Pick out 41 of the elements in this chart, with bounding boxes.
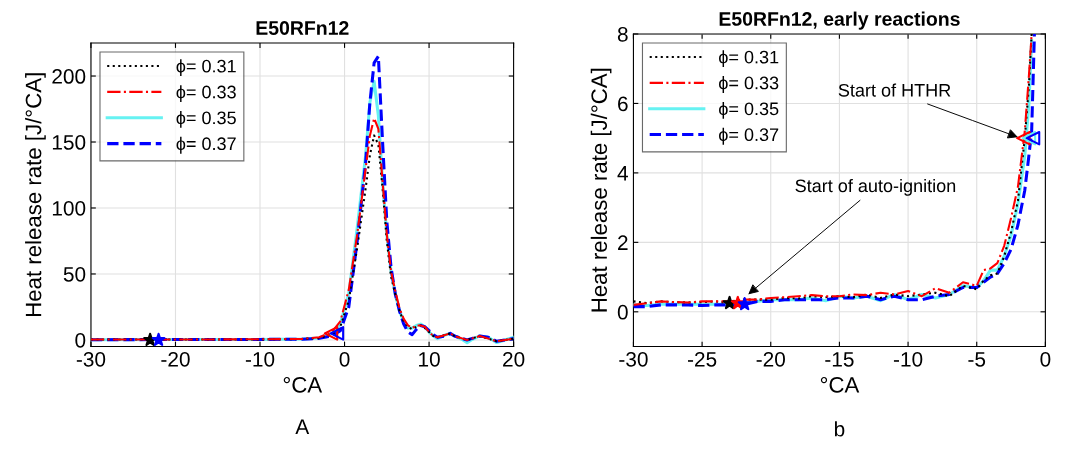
y-tick-label: 6 bbox=[618, 96, 628, 112]
legend-label: ϕ= 0.37 bbox=[719, 127, 779, 145]
x-tick-label: 20 bbox=[503, 351, 525, 367]
legend-label: ϕ= 0.35 bbox=[719, 101, 779, 119]
y-tick-label: 8 bbox=[617, 26, 628, 42]
x-tick-label: -30 bbox=[619, 351, 648, 367]
annotation: Start of HTHR bbox=[838, 83, 951, 97]
y-axis-title: Heat release rate [J/°CA] bbox=[25, 73, 46, 316]
y-tick-label: 50 bbox=[63, 266, 86, 282]
x-tick-label: -10 bbox=[893, 351, 923, 367]
x-tick-label: -20 bbox=[756, 351, 785, 367]
chart-title: E50RFn12, early reactions bbox=[719, 11, 960, 30]
legend-label: ϕ= 0.31 bbox=[176, 59, 236, 77]
y-tick-label: 100 bbox=[52, 200, 86, 216]
x-tick-label: -15 bbox=[825, 352, 854, 367]
x-tick-label: -30 bbox=[76, 351, 106, 367]
y-axis-title: Heat release rate [J/°CA] bbox=[590, 68, 612, 312]
legend-label: ϕ= 0.33 bbox=[176, 85, 236, 102]
text: b bbox=[834, 421, 845, 437]
x-tick-label: -10 bbox=[245, 351, 275, 367]
text: A bbox=[295, 419, 310, 434]
annotation: Start of auto-ignition bbox=[795, 178, 956, 196]
x-tick-label: -25 bbox=[687, 351, 717, 367]
x-tick-label: 0 bbox=[339, 351, 350, 367]
y-tick-label: 4 bbox=[617, 166, 628, 181]
x-tick-label: 10 bbox=[419, 351, 440, 367]
x-tick-label: -5 bbox=[968, 352, 986, 367]
legend-label: ϕ= 0.33 bbox=[719, 76, 779, 93]
x-axis-title: °CA bbox=[283, 376, 323, 393]
legend-label: ϕ= 0.37 bbox=[176, 136, 236, 154]
y-tick-label: 200 bbox=[52, 69, 86, 84]
chart-title: E50RFn12 bbox=[256, 21, 349, 35]
legend-label: ϕ= 0.31 bbox=[719, 50, 779, 68]
y-tick-label: 2 bbox=[618, 235, 628, 250]
y-tick-label: 150 bbox=[52, 135, 86, 150]
y-tick-label: 0 bbox=[617, 304, 628, 320]
x-axis-title: °CA bbox=[820, 376, 860, 393]
legend-label: ϕ= 0.35 bbox=[176, 111, 236, 128]
y-tick-label: 0 bbox=[75, 332, 86, 348]
x-tick-label: -20 bbox=[161, 351, 190, 367]
x-tick-label: 0 bbox=[1040, 351, 1051, 367]
